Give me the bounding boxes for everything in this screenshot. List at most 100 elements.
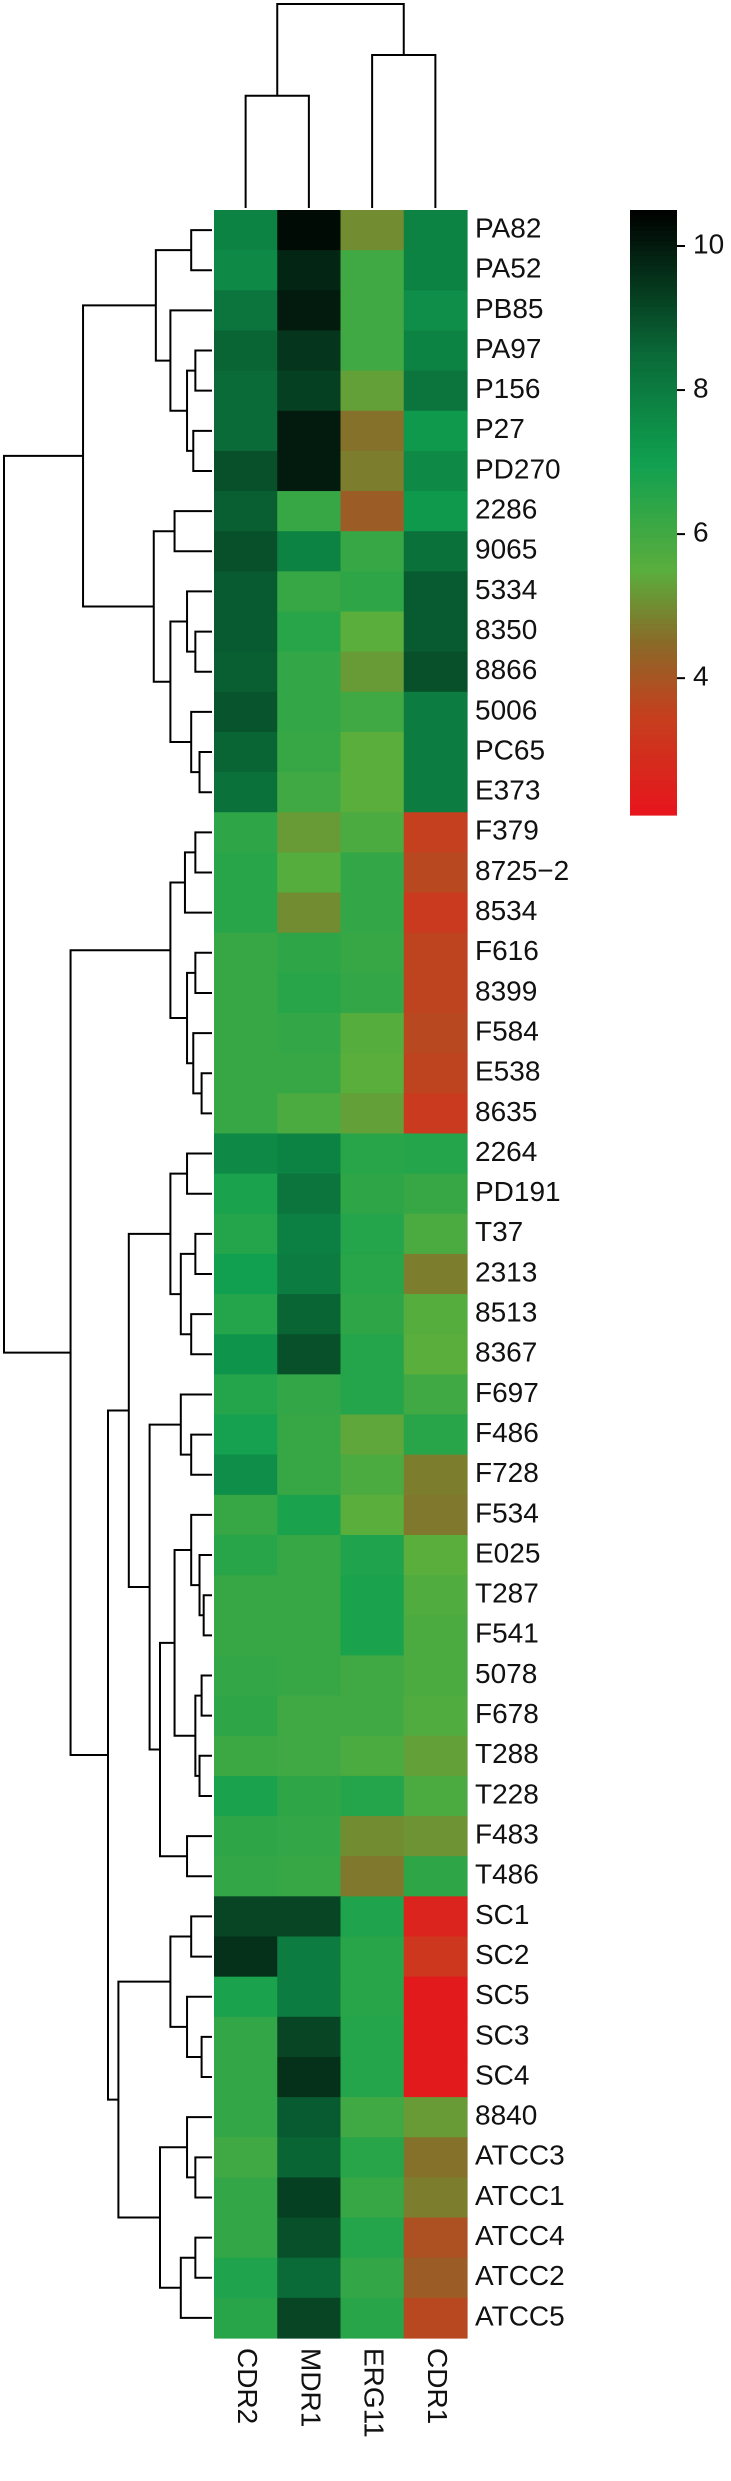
color-key-band xyxy=(630,270,677,277)
heatmap-cell xyxy=(403,1775,468,1817)
heatmap-cell xyxy=(277,892,342,934)
color-key-band xyxy=(630,275,677,282)
color-key-band xyxy=(630,431,677,438)
color-key-band xyxy=(630,633,677,640)
color-key-band xyxy=(630,719,677,725)
heatmap-cell xyxy=(214,2056,278,2098)
row-label: F534 xyxy=(475,1497,539,1528)
color-key-band xyxy=(630,552,677,559)
color-key-band xyxy=(630,240,677,246)
heatmap-cell xyxy=(340,491,405,532)
heatmap-cell xyxy=(403,611,468,653)
color-key-band xyxy=(630,396,677,403)
color-key-band xyxy=(630,487,677,493)
color-key-band xyxy=(630,386,677,393)
heatmap-cell xyxy=(214,1976,278,2018)
heatmap-cell xyxy=(277,1856,342,1897)
heatmap-cell xyxy=(340,731,405,773)
row-dendrogram xyxy=(173,1549,196,1737)
row-dendrogram xyxy=(198,1754,212,1797)
heatmap-cell xyxy=(214,1294,278,1335)
color-key-band xyxy=(630,416,677,423)
color-key-band xyxy=(630,729,677,735)
heatmap-cell xyxy=(277,1454,342,1496)
row-dendrogram xyxy=(190,1433,212,1476)
row-label: P156 xyxy=(475,373,540,404)
heatmap-cell xyxy=(214,1494,278,1536)
heatmap-cell xyxy=(403,1213,468,1255)
heatmap-cell xyxy=(340,250,405,291)
row-label: F728 xyxy=(475,1457,539,1488)
color-key-band xyxy=(630,436,677,443)
heatmap-cell xyxy=(214,250,278,291)
color-key-band xyxy=(630,452,677,458)
color-key-band xyxy=(630,441,677,448)
heatmap-cell xyxy=(214,691,278,733)
row-label: SC5 xyxy=(475,1979,529,2010)
row-label: 8840 xyxy=(475,2100,537,2131)
row-label: F697 xyxy=(475,1377,539,1408)
row-dendrogram xyxy=(190,1915,212,1958)
heatmap-cell xyxy=(340,1053,405,1094)
color-key-band xyxy=(630,497,677,504)
row-label: ATCC3 xyxy=(475,2140,565,2171)
heatmap-cell xyxy=(403,2297,468,2339)
row-dendrogram xyxy=(3,454,84,1354)
color-key-band xyxy=(630,724,677,730)
color-key-band xyxy=(630,315,677,322)
heatmap-cell xyxy=(340,2016,405,2058)
heatmap-cell xyxy=(214,290,278,332)
row-label: 8635 xyxy=(475,1096,537,1127)
heatmap-cell xyxy=(403,491,468,532)
row-dendrogram xyxy=(179,2256,212,2319)
heatmap-cell xyxy=(403,210,468,251)
heatmap-cell xyxy=(403,2257,468,2299)
heatmap-cell xyxy=(340,531,405,572)
column-label: MDR1 xyxy=(295,2348,326,2427)
heatmap-cell xyxy=(403,1454,468,1496)
heatmap-cell xyxy=(403,1133,468,1175)
heatmap-cell xyxy=(277,1816,342,1857)
row-dendrogram xyxy=(173,510,212,553)
heatmap-cell xyxy=(403,1173,468,1215)
heatmap-cell xyxy=(340,571,405,613)
color-key-band xyxy=(630,734,677,740)
heatmap-cell xyxy=(214,852,278,894)
heatmap-cell xyxy=(403,330,468,372)
row-label: 2313 xyxy=(475,1256,537,1287)
heatmap-cell xyxy=(277,1053,342,1094)
row-dendrogram xyxy=(152,530,175,683)
row-label: PA52 xyxy=(475,253,541,284)
heatmap-cell xyxy=(403,1896,468,1938)
heatmap-cell xyxy=(403,1615,468,1657)
row-label: 8725−2 xyxy=(475,855,569,886)
row-label: ATCC5 xyxy=(475,2300,565,2331)
color-key-band xyxy=(630,245,677,251)
row-dendrogram xyxy=(186,1835,212,1878)
heatmap-cell xyxy=(340,410,405,452)
heatmap-cell xyxy=(340,2097,405,2138)
row-label: PB85 xyxy=(475,293,544,324)
row-label: 8513 xyxy=(475,1297,537,1328)
color-key-band xyxy=(630,623,677,630)
color-key-band xyxy=(630,492,677,498)
color-key-band xyxy=(630,764,677,771)
heatmap-cell xyxy=(277,1013,342,1054)
color-key-band xyxy=(630,351,677,357)
heatmap-cell xyxy=(277,2016,342,2058)
heatmap-cell xyxy=(403,2137,468,2178)
heatmap-cell xyxy=(277,571,342,613)
heatmap-cell xyxy=(277,812,342,854)
heatmap-cell xyxy=(403,1053,468,1094)
color-key-band xyxy=(630,663,677,670)
color-key-band xyxy=(630,709,677,715)
heatmap-cell xyxy=(214,1775,278,1817)
color-key-label: 8 xyxy=(693,372,709,403)
color-key-band xyxy=(630,547,677,554)
row-dendrogram xyxy=(69,949,171,1757)
heatmap-cell xyxy=(214,1053,278,1094)
color-key-band xyxy=(630,593,677,599)
row-dendrogram xyxy=(192,1032,212,1095)
row-dendrogram xyxy=(169,620,192,743)
row-dendrogram xyxy=(186,1152,212,1195)
